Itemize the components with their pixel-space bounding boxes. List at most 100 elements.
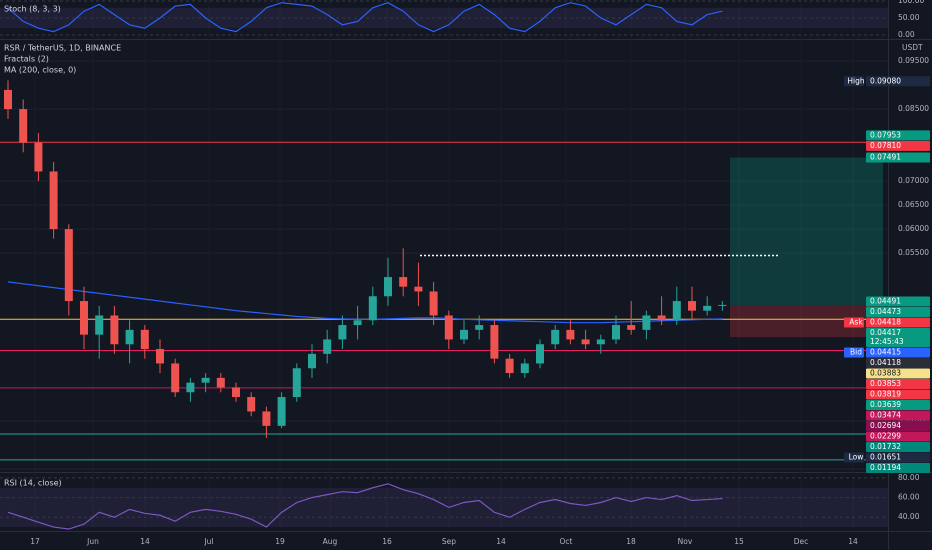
candle-body [551, 329, 560, 345]
candle-body [4, 89, 12, 110]
x-tick-label: Nov [678, 537, 693, 546]
price-tag [866, 379, 930, 390]
price-tag-label: 0.04473 [870, 307, 901, 316]
price-tag-prefix-label: High [847, 76, 864, 85]
price-tag [866, 368, 930, 379]
currency-label: USDT [902, 43, 923, 52]
x-tick-label: 16 [382, 537, 392, 546]
x-tick-label: 14 [140, 537, 150, 546]
countdown: 12:45:43 [870, 337, 904, 346]
price-tag [866, 421, 930, 432]
stoch-line [7, 2, 723, 33]
candle-body [475, 325, 484, 330]
candle-body [95, 315, 104, 335]
price-tag-label: 0.04118 [870, 358, 901, 367]
x-tick-label: 14 [848, 537, 858, 546]
candle-body [627, 325, 636, 330]
price-tag [866, 442, 930, 453]
price-tag-prefix [844, 452, 864, 463]
candle-body [80, 301, 88, 335]
indicator-legend: Fractals (2) [4, 55, 49, 64]
candle-body [156, 349, 164, 364]
y-tick-label: 0.06000 [898, 224, 929, 233]
y-tick-label: 0.00 [898, 30, 915, 39]
x-tick-label: Oct [560, 537, 573, 546]
moving-average [7, 281, 723, 324]
candle-body [414, 286, 423, 292]
candle-body [110, 315, 119, 345]
candle-body [49, 171, 58, 230]
price-tag-label: 0.01194 [870, 463, 901, 472]
price-tag [866, 400, 930, 411]
price-tag-label: 0.03474 [870, 411, 901, 420]
price-tag-prefix-label: Bid [850, 348, 862, 357]
candle-body [688, 301, 696, 311]
y-tick-label: 40.00 [898, 512, 920, 521]
x-tick-label: 18 [626, 537, 636, 546]
candle-body [520, 363, 529, 374]
price-tag [866, 431, 930, 442]
x-tick-label: Jul [203, 537, 213, 546]
price-tag [866, 152, 930, 163]
price-tag [866, 76, 930, 87]
candle-body [64, 229, 73, 302]
y-tick-label: 0.02000 [898, 416, 929, 425]
price-tag-label: 0.03883 [870, 369, 901, 378]
candle-body [216, 377, 225, 388]
rsi-legend: RSI (14, close) [4, 479, 62, 488]
candle-body [323, 339, 332, 354]
price-tag-label: 0.09080 [870, 76, 901, 85]
price-tag [866, 307, 930, 318]
y-tick-label: 0.09500 [898, 56, 929, 65]
price-tag-label: 0.01651 [870, 453, 901, 462]
stoch-legend: Stoch (8, 3, 3) [4, 5, 61, 14]
rsi-line [7, 483, 723, 530]
candle-body [201, 377, 210, 383]
indicator-legend: MA (200, close, 0) [4, 66, 76, 75]
candle-body [505, 358, 514, 374]
candle-body [353, 320, 362, 326]
x-tick-label: 14 [496, 537, 506, 546]
price-tag [866, 452, 930, 463]
price-tag [866, 347, 930, 358]
candle-body [460, 329, 468, 340]
y-tick-label: 0.05500 [898, 248, 929, 257]
candle-body [566, 329, 575, 340]
candle-body [490, 325, 499, 359]
candle-body [703, 305, 712, 311]
candle-body [277, 397, 286, 426]
candle-body [247, 397, 256, 412]
candle-body [642, 315, 651, 330]
candle-body [718, 304, 727, 306]
x-tick-label: 19 [275, 537, 285, 546]
candle-body [292, 368, 301, 398]
y-tick-label: 50.00 [898, 13, 920, 22]
price-tag-label: 0.03853 [870, 379, 901, 388]
price-tag [866, 140, 930, 151]
candle-body [308, 353, 316, 369]
candle-body [612, 325, 620, 340]
x-tick-label: 15 [734, 537, 744, 546]
price-tag-label: 0.07491 [870, 153, 901, 162]
candle-body [444, 315, 453, 340]
price-tag-prefix [844, 347, 864, 358]
candle-body [186, 382, 195, 393]
y-tick-label: 0.07000 [898, 176, 929, 185]
plot [0, 0, 888, 531]
candle-body [232, 387, 240, 398]
x-tick-label: Jun [86, 537, 99, 546]
price-tag [866, 410, 930, 421]
candle-body [536, 344, 544, 364]
x-tick-label: Aug [323, 537, 338, 546]
candle-body [657, 315, 666, 321]
oscillator-band [0, 487, 888, 528]
price-tag [866, 317, 930, 328]
candle-body [34, 142, 43, 172]
symbol-legend: RSR / TetherUS, 1D, BINANCE [4, 44, 121, 53]
price-tag-label: 0.01732 [870, 442, 901, 451]
price-tag-prefix-label: Low [849, 453, 864, 462]
price-tag [866, 296, 930, 307]
x-tick-label: 17 [30, 537, 40, 546]
